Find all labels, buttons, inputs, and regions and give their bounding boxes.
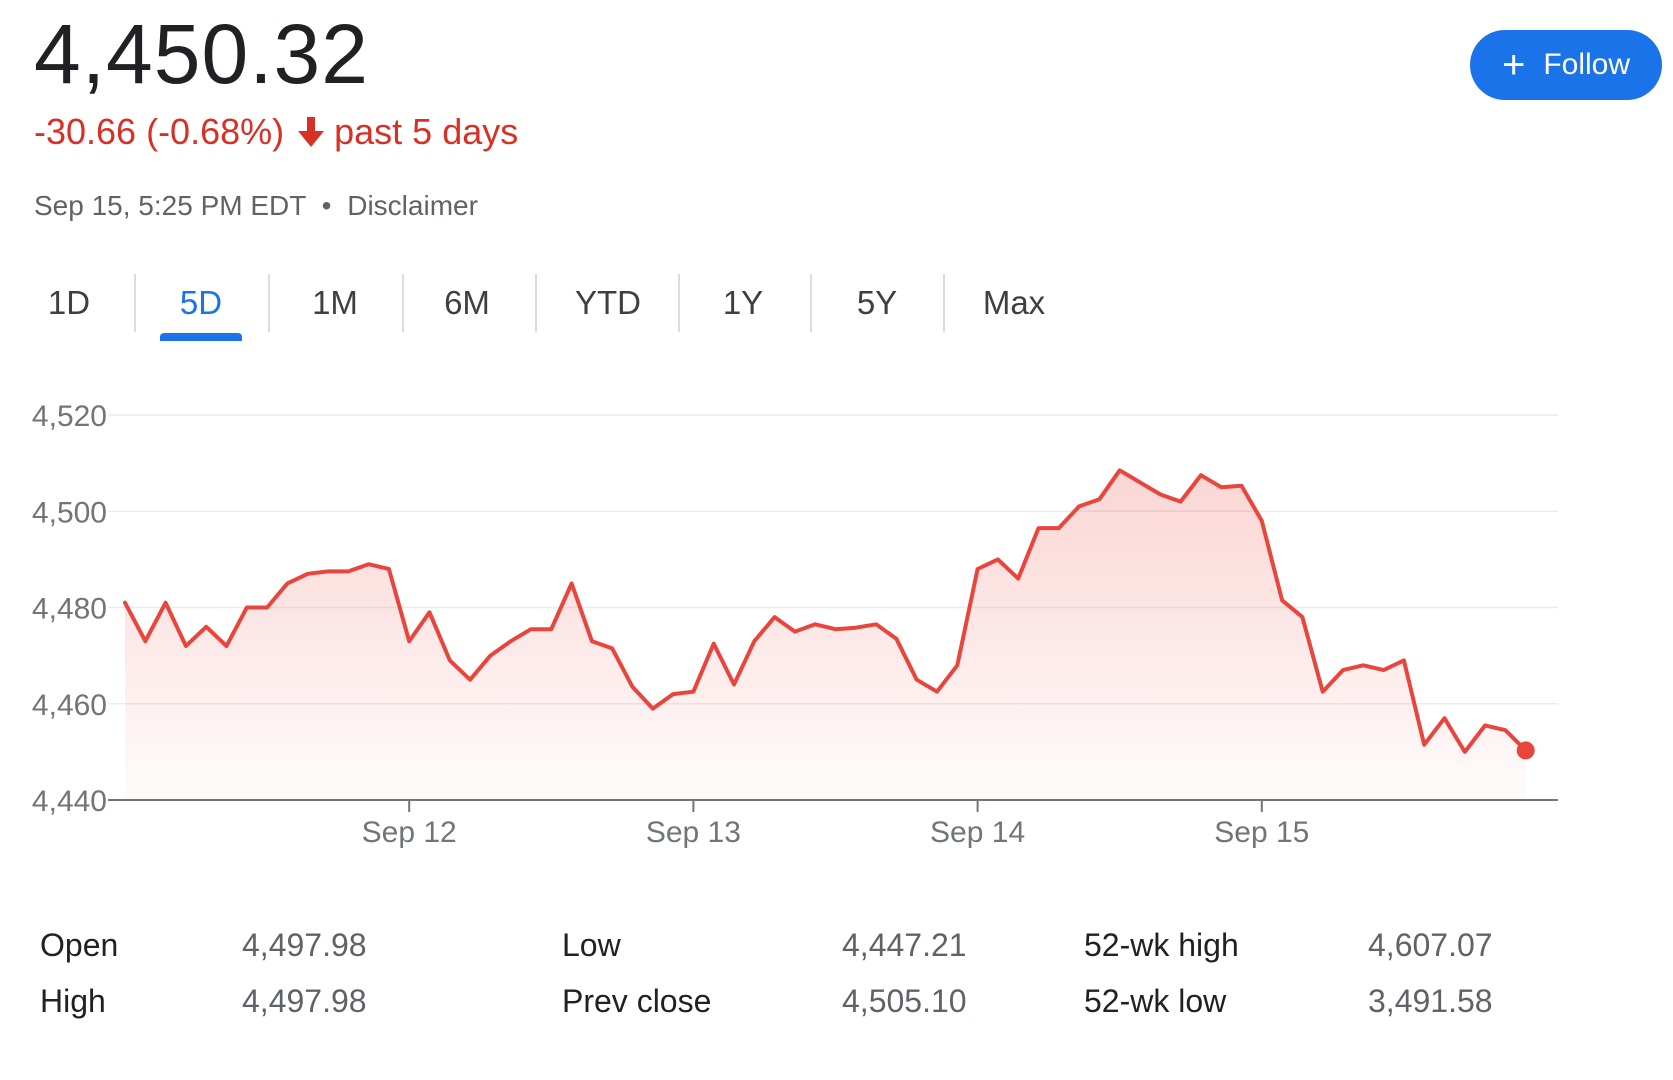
stat-high-label: High xyxy=(40,983,106,1019)
tab-5d[interactable]: 5D xyxy=(158,268,244,341)
stat-low-label: Low xyxy=(562,927,621,963)
tab-label: 6M xyxy=(444,284,490,321)
tab-divider xyxy=(678,274,680,332)
follow-button[interactable]: + Follow xyxy=(1470,30,1662,100)
arrow-down-icon xyxy=(298,117,325,147)
tab-label: 1M xyxy=(312,284,358,321)
tab-label: Max xyxy=(982,284,1046,321)
timestamp-line: Sep 15, 5:25 PM EDT • Disclaimer xyxy=(34,188,478,224)
timestamp: Sep 15, 5:25 PM EDT xyxy=(34,190,306,221)
stat-open-value: 4,497.98 xyxy=(242,927,367,963)
y-tick-label: 4,500 xyxy=(32,496,107,529)
y-tick-label: 4,480 xyxy=(32,593,107,626)
tab-label: 5Y xyxy=(856,284,898,321)
current-price: 4,450.32 xyxy=(34,7,369,101)
x-tick-label: Sep 15 xyxy=(1214,816,1309,849)
tab-label: YTD xyxy=(575,284,641,321)
stat-prev-close-label: Prev close xyxy=(562,983,712,1019)
stat-52wk-high-value: 4,607.07 xyxy=(1368,927,1493,963)
follow-label: Follow xyxy=(1543,48,1631,81)
stat-52wk-low-value: 3,491.58 xyxy=(1368,983,1493,1019)
price-chart[interactable]: 4,520 4,500 4,480 4,460 4,440 Sep 12 Sep 13 Sep… xyxy=(0,400,1673,870)
stat-low-value: 4,447.21 xyxy=(842,927,967,963)
tab-divider xyxy=(134,274,136,332)
tab-label: 5D xyxy=(179,284,223,321)
stat-52wk-low-label: 52-wk low xyxy=(1084,983,1227,1019)
tab-label: 1D xyxy=(47,284,91,321)
y-tick-label: 4,520 xyxy=(32,400,107,433)
stat-52wk-high-label: 52-wk high xyxy=(1084,927,1239,963)
stat-prev-close-value: 4,505.10 xyxy=(842,983,967,1019)
tab-max[interactable]: Max xyxy=(966,268,1062,338)
tab-label: 1Y xyxy=(722,284,764,321)
tab-6m[interactable]: 6M xyxy=(424,268,510,338)
x-tick-label: Sep 12 xyxy=(362,816,457,849)
series-area xyxy=(125,470,1526,800)
disclaimer-link[interactable]: Disclaimer xyxy=(347,190,478,221)
change-period: past 5 days xyxy=(334,111,519,152)
x-tick-label: Sep 13 xyxy=(646,816,741,849)
tab-divider xyxy=(402,274,404,332)
tab-1m[interactable]: 1M xyxy=(292,268,378,338)
active-tab-indicator xyxy=(160,333,242,341)
series-line xyxy=(123,468,1528,754)
tab-5y[interactable]: 5Y xyxy=(834,268,920,338)
stat-open-label: Open xyxy=(40,927,119,963)
x-tick-label: Sep 14 xyxy=(930,816,1025,849)
tab-divider xyxy=(943,274,945,332)
tab-divider xyxy=(268,274,270,332)
y-tick-label: 4,440 xyxy=(32,785,107,818)
stat-high-value: 4,497.98 xyxy=(242,983,367,1019)
separator-dot: • xyxy=(321,190,332,221)
tab-ytd[interactable]: YTD xyxy=(560,268,656,338)
plus-icon: + xyxy=(1501,43,1526,87)
tab-1d[interactable]: 1D xyxy=(26,268,112,338)
change-value: -30.66 (-0.68%) xyxy=(34,111,285,152)
tab-1y[interactable]: 1Y xyxy=(700,268,786,338)
y-tick-label: 4,460 xyxy=(32,689,107,722)
tab-divider xyxy=(810,274,812,332)
tab-divider xyxy=(535,274,537,332)
last-point-marker xyxy=(1516,741,1535,760)
price-change: -30.66 (-0.68%) past 5 days xyxy=(34,110,518,154)
